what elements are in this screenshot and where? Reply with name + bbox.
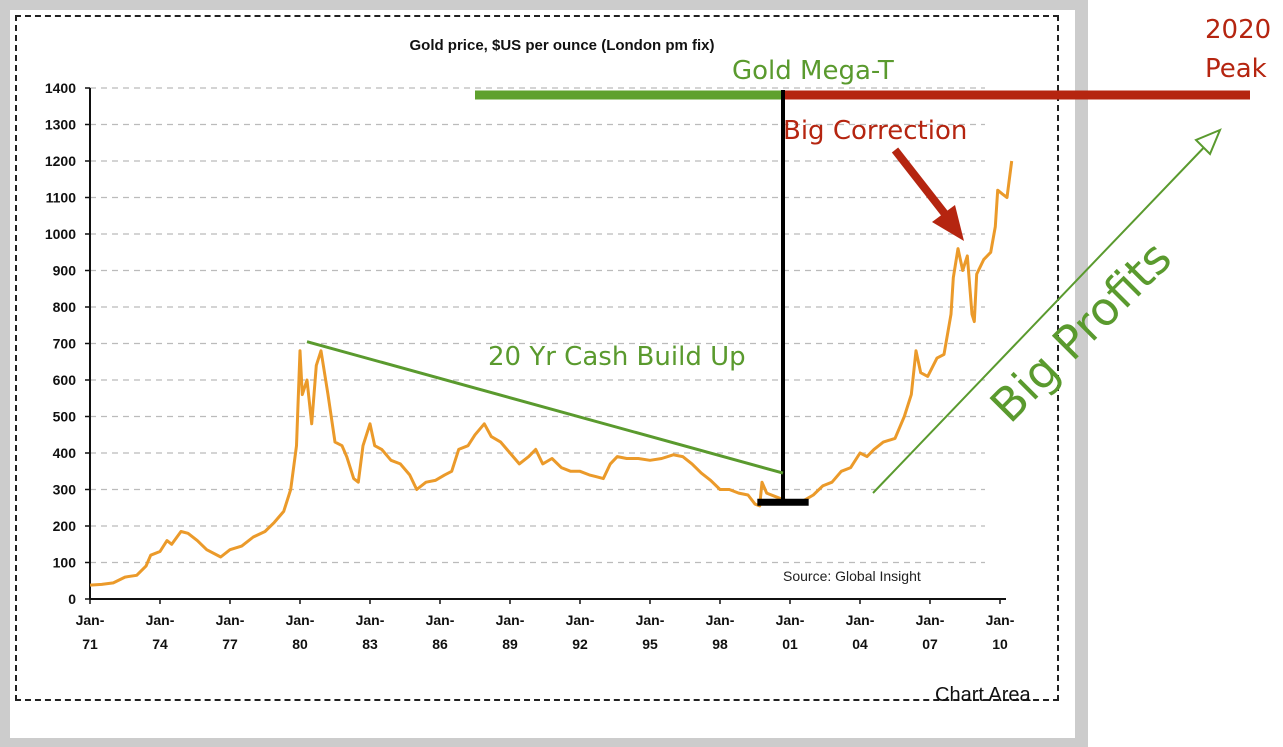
x-tick-label: 04 xyxy=(852,636,868,652)
series-line-gold-price xyxy=(89,160,1014,587)
x-tick-label: 74 xyxy=(152,636,168,652)
x-tick-label: Jan- xyxy=(76,612,105,628)
annotation-20yr-cash-build-up: 20 Yr Cash Build Up xyxy=(488,342,746,372)
x-tick-label: 10 xyxy=(992,636,1008,652)
annotation-big-profits: Big Profits xyxy=(980,230,1182,432)
x-tick-label: Jan- xyxy=(986,612,1015,628)
annotation-2020: 2020 xyxy=(1205,15,1271,45)
x-tick-label: 80 xyxy=(292,636,308,652)
x-tick-label: 92 xyxy=(572,636,588,652)
annotation-peak: Peak xyxy=(1205,54,1267,84)
y-tick-label: 0 xyxy=(68,591,76,607)
x-tick-label: Jan- xyxy=(566,612,595,628)
chart-area-label: Chart Area xyxy=(935,684,1031,706)
x-tick-label: 71 xyxy=(82,636,98,652)
x-tick-label: Jan- xyxy=(216,612,245,628)
big-profits-arrow-head xyxy=(1194,128,1222,156)
x-tick-label: Jan- xyxy=(496,612,525,628)
cash-build-trendline xyxy=(306,340,784,475)
chart-area-border xyxy=(15,15,1059,701)
y-tick-label: 500 xyxy=(53,409,77,425)
x-tick-label: Jan- xyxy=(426,612,455,628)
x-axis-ticks: Jan- 71 Jan- 74 Jan- 77 Jan- 80 Jan- 83 Jan- 86 Jan-… xyxy=(76,599,1015,652)
annotation-gold-mega-t: Gold Mega-T xyxy=(732,56,894,86)
x-tick-label: Jan- xyxy=(146,612,175,628)
y-tick-label: 1100 xyxy=(46,190,77,206)
x-tick-label: Jan- xyxy=(636,612,665,628)
x-tick-label: 95 xyxy=(642,636,658,652)
x-tick-label: Jan- xyxy=(916,612,945,628)
x-tick-label: 83 xyxy=(362,636,378,652)
y-tick-label: 1200 xyxy=(45,153,76,169)
y-tick-label: 700 xyxy=(53,336,77,352)
annotation-big-correction: Big Correction xyxy=(783,116,967,146)
x-tick-label: 77 xyxy=(222,636,238,652)
x-tick-label: 01 xyxy=(782,636,798,652)
x-tick-label: 89 xyxy=(502,636,518,652)
x-tick-label: 07 xyxy=(922,636,938,652)
y-tick-label: 400 xyxy=(53,445,77,461)
x-tick-label: Jan- xyxy=(776,612,805,628)
x-tick-label: Jan- xyxy=(706,612,735,628)
gridlines xyxy=(90,87,985,564)
chart-title: Gold price, $US per ounce (London pm fix… xyxy=(409,37,714,54)
correction-arrow-line xyxy=(891,147,949,217)
source-note: Source: Global Insight xyxy=(783,568,921,584)
y-tick-label: 800 xyxy=(53,299,77,315)
y-tick-label: 200 xyxy=(53,518,77,534)
y-tick-label: 1000 xyxy=(45,226,76,242)
x-tick-label: 86 xyxy=(432,636,448,652)
x-tick-label: Jan- xyxy=(846,612,875,628)
y-tick-label: 300 xyxy=(53,482,77,498)
correction-arrow-head xyxy=(932,205,964,241)
y-tick-label: 100 xyxy=(53,555,77,571)
x-tick-label: Jan- xyxy=(286,612,315,628)
y-tick-label: 1400 xyxy=(45,80,76,96)
y-tick-label: 600 xyxy=(53,372,77,388)
big-profits-arrow-line xyxy=(872,138,1213,494)
y-tick-label: 1300 xyxy=(45,117,76,133)
y-tick-label: 900 xyxy=(53,263,77,279)
x-tick-label: Jan- xyxy=(356,612,385,628)
chart-panel xyxy=(10,10,1075,738)
y-axis-ticks: 0 100 200 300 400 500 600 700 800 900 1000 1100 1200… xyxy=(45,80,90,607)
x-tick-label: 98 xyxy=(712,636,728,652)
annotation-overlays xyxy=(306,90,1250,506)
